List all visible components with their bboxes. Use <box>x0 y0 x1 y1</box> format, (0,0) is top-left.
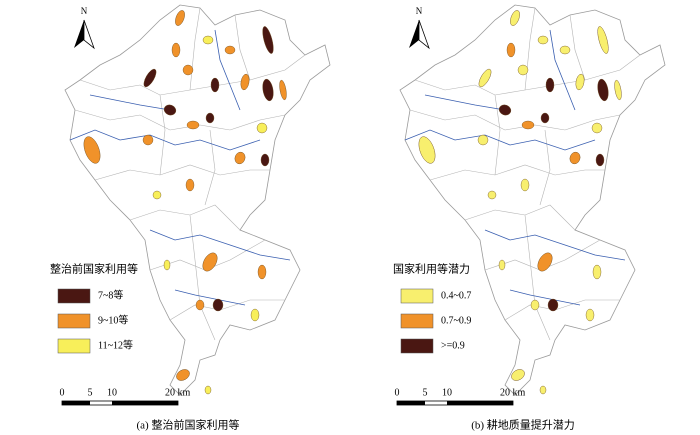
field-patch <box>83 136 101 164</box>
field-patch <box>418 136 436 164</box>
field-patch <box>163 104 177 116</box>
basemap-a <box>64 4 331 396</box>
field-patch <box>142 134 154 146</box>
field-patch <box>262 78 274 102</box>
map-panel: N 国家利用等潜力 0.4~0.7 0.7~0.9 >=0.9 0 5 10 20 km (b) … <box>393 6 622 432</box>
field-patch <box>559 45 571 55</box>
field-patch <box>171 42 181 58</box>
scale-label: 20 km <box>500 387 526 398</box>
field-patch <box>185 178 195 192</box>
field-patch <box>224 45 236 55</box>
field-patch <box>537 252 553 272</box>
field-patch <box>260 153 270 167</box>
field-patch <box>210 77 220 93</box>
north-label: N <box>81 6 88 16</box>
scale-bar <box>62 401 90 405</box>
legend-swatch <box>400 313 434 329</box>
field-patch <box>510 10 520 26</box>
field-patch <box>163 259 171 271</box>
field-patch <box>545 77 555 93</box>
legend-swatch <box>400 338 434 354</box>
scale-bar <box>397 401 425 405</box>
legend-swatch <box>57 338 91 354</box>
field-patch <box>597 26 609 54</box>
field-patch <box>537 35 549 45</box>
field-patch <box>614 79 622 101</box>
field-patch <box>478 68 492 88</box>
field-patch <box>257 264 267 280</box>
field-patch <box>234 151 246 165</box>
field-patch <box>592 264 602 280</box>
field-patch <box>186 120 200 130</box>
legend-swatch <box>57 313 91 329</box>
scale-label: 0 <box>60 387 65 398</box>
field-patch <box>152 190 162 200</box>
field-patch <box>202 35 214 45</box>
scale-label: 20 km <box>165 387 191 398</box>
scale-label: 0 <box>395 387 400 398</box>
legend-label: 11~12等 <box>98 338 133 351</box>
scale-label: 10 <box>107 387 117 398</box>
basemap-b <box>399 4 666 396</box>
legend-label: 9~10等 <box>98 313 128 326</box>
field-patch <box>597 78 609 102</box>
map-panel: N 整治前国家利用等 7~8等 9~10等 11~12等 0 5 10 20 km (a) 整治前… <box>50 6 287 432</box>
field-patch <box>530 299 540 311</box>
field-patch <box>204 385 212 395</box>
field-patch <box>256 122 268 134</box>
scale-label: 5 <box>423 387 428 398</box>
scale-label: 5 <box>88 387 93 398</box>
legend-swatch <box>57 288 91 304</box>
field-patch <box>585 308 595 322</box>
field-patch <box>591 122 603 134</box>
field-patch <box>212 298 224 312</box>
field-patch <box>498 104 512 116</box>
field-patch <box>202 252 218 272</box>
field-patch <box>182 64 194 76</box>
field-patch <box>176 369 190 381</box>
field-patch <box>262 26 274 54</box>
legend-title: 国家利用等潜力 <box>393 262 470 276</box>
field-patch <box>195 299 205 311</box>
field-patch <box>506 42 516 58</box>
legend-label: 7~8等 <box>98 288 123 301</box>
north-arrow <box>74 20 84 48</box>
scale-label: 10 <box>442 387 452 398</box>
field-patch <box>521 120 535 130</box>
field-patch <box>175 10 185 26</box>
field-patch <box>569 151 581 165</box>
field-patch <box>517 64 529 76</box>
legend-swatch <box>400 288 434 304</box>
field-patch <box>575 73 585 91</box>
scale-bar <box>447 401 513 405</box>
field-patch <box>539 385 547 395</box>
field-patch <box>498 259 506 271</box>
legend-label: 0.7~0.9 <box>441 315 471 326</box>
legend-label: >=0.9 <box>441 340 465 351</box>
field-patch <box>250 308 260 322</box>
field-patch <box>143 68 157 88</box>
scale-bar <box>112 401 178 405</box>
field-patch <box>547 298 559 312</box>
field-patch <box>511 369 525 381</box>
north-arrow <box>83 19 95 50</box>
legend-label: 0.4~0.7 <box>441 290 471 301</box>
field-patch <box>595 153 605 167</box>
field-patch <box>540 112 550 124</box>
legend-title: 整治前国家利用等 <box>50 262 138 276</box>
north-arrow <box>409 20 419 48</box>
field-patch <box>240 73 250 91</box>
north-label: N <box>416 6 423 16</box>
field-patch <box>279 79 287 101</box>
field-patch <box>487 190 497 200</box>
north-arrow <box>418 19 430 50</box>
field-patch <box>205 112 215 124</box>
caption: (a) 整治前国家利用等 <box>137 418 240 432</box>
field-patch <box>520 178 530 192</box>
caption: (b) 耕地质量提升潜力 <box>471 418 575 432</box>
field-patch <box>477 134 489 146</box>
